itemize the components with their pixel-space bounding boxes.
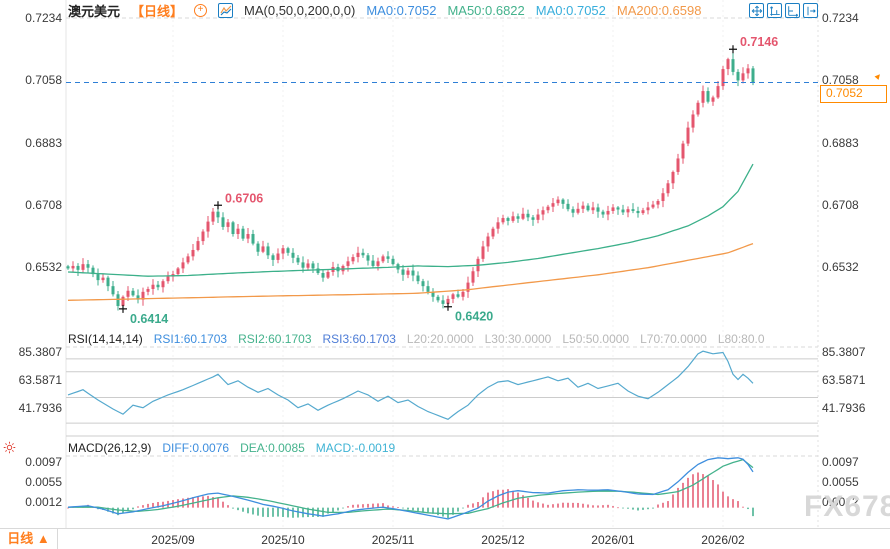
macd-lines-layer: [67, 457, 754, 520]
watermark: FX678: [804, 490, 890, 523]
rsi-header: RSI(14,14,14) RSI1:60.1703 RSI2:60.1703 …: [68, 331, 765, 347]
macd-hist-layer: [67, 472, 754, 518]
chart-header: 澳元美元 【日线】 + MA(0,50,0,200,0,0) MA0:0.705…: [68, 2, 702, 19]
grid-layer: [65, 0, 819, 528]
pan-right-icon[interactable]: [803, 3, 818, 18]
price-tick: 0.6708: [822, 198, 859, 212]
macd-diff-value: DIFF:0.0076: [162, 441, 230, 455]
scale-vertical-icon[interactable]: [767, 3, 782, 18]
time-axis-bar: 日线 ▲ 2025/09 2025/10 2025/11 2025/12 202…: [0, 528, 890, 549]
ma-lines-layer: [67, 163, 754, 301]
move-crosshair-icon[interactable]: [749, 3, 764, 18]
macd-hist-value: MACD:-0.0019: [315, 441, 396, 455]
svg-text:0.6706: 0.6706: [225, 191, 263, 205]
macd-tick: 0.0097: [25, 455, 62, 469]
rsi-tick: 63.5871: [822, 373, 866, 387]
svg-text:0.6414: 0.6414: [130, 312, 168, 326]
rsi-l50: L50:50.0000: [562, 332, 630, 346]
svg-text:0.7146: 0.7146: [740, 35, 778, 49]
rsi-line-layer: [67, 350, 754, 420]
symbol-title: 澳元美元: [68, 3, 121, 19]
scale-horizontal-icon[interactable]: [785, 3, 800, 18]
timeframe-label: 【日线】: [131, 3, 184, 19]
ma-settings-label: MA(0,50,0,200,0,0): [244, 2, 356, 18]
candles-layer: [66, 49, 755, 311]
rsi-l20: L20:20.0000: [406, 332, 474, 346]
price-tick: 0.7058: [25, 73, 62, 87]
svg-text:0.6420: 0.6420: [455, 310, 493, 324]
line-chart-icon[interactable]: [218, 2, 234, 18]
price-tick: 0.7234: [25, 11, 62, 25]
add-indicator-icon[interactable]: +: [194, 3, 208, 17]
macd-tick: 0.0012: [822, 495, 859, 509]
ma50-value: MA50:0.6822: [447, 2, 525, 18]
price-tick: 0.6532: [25, 260, 62, 274]
annotations-layer: 0.6414 0.6706 0.6420 0.7146: [119, 35, 778, 326]
time-tick: 2025/09: [151, 533, 195, 547]
rsi-tick: 63.5871: [18, 373, 62, 387]
macd-dea-value: DEA:0.0085: [240, 441, 305, 455]
macd-tick: 0.0055: [822, 475, 859, 489]
macd-title: MACD(26,12,9): [68, 441, 152, 455]
macd-tick: 0.0097: [822, 455, 859, 469]
rsi-level-lines: [66, 358, 818, 437]
time-tick: 2025/12: [481, 533, 525, 547]
macd-header: MACD(26,12,9) DIFF:0.0076 DEA:0.0085 MAC…: [68, 440, 395, 456]
price-tick: 0.6883: [25, 136, 62, 150]
price-tick: 0.6532: [822, 260, 859, 274]
rsi-tick: 85.3807: [18, 345, 62, 359]
rsi1-value: RSI1:60.1703: [153, 332, 228, 346]
ma0-value: MA0:0.7052: [366, 2, 437, 18]
price-tick: 0.6883: [822, 136, 859, 150]
chart-toolbar: [749, 3, 818, 18]
ma0b-value: MA0:0.7052: [535, 2, 606, 18]
rsi-l30: L30:30.0000: [484, 332, 552, 346]
rsi-tick: 41.7936: [822, 401, 866, 415]
price-tick: 0.6708: [25, 198, 62, 212]
rsi3-value: RSI3:60.1703: [322, 332, 396, 346]
rsi-tick: 85.3807: [822, 345, 866, 359]
ma200-value: MA200:0.6598: [616, 2, 702, 18]
rsi-tick: 41.7936: [18, 401, 62, 415]
macd-tick: 0.0055: [25, 475, 62, 489]
rsi-l80: L80:80.0: [717, 332, 765, 346]
price-tick: 0.7058: [822, 73, 859, 87]
macd-tick: 0.0012: [25, 495, 62, 509]
last-price-tag: 0.7052: [820, 85, 887, 103]
time-tick: 2025/11: [371, 533, 415, 547]
rsi-l70: L70:70.0000: [640, 332, 707, 346]
price-tick: 0.7234: [822, 11, 859, 25]
timeframe-tab[interactable]: 日线 ▲: [0, 529, 58, 549]
rsi-title: RSI(14,14,14): [68, 332, 143, 346]
time-tick: 2025/10: [261, 533, 305, 547]
time-tick: 2026/02: [701, 533, 745, 547]
indicator-sun-icon[interactable]: [3, 441, 16, 459]
time-tick: 2026/01: [591, 533, 635, 547]
rsi2-value: RSI2:60.1703: [238, 332, 312, 346]
